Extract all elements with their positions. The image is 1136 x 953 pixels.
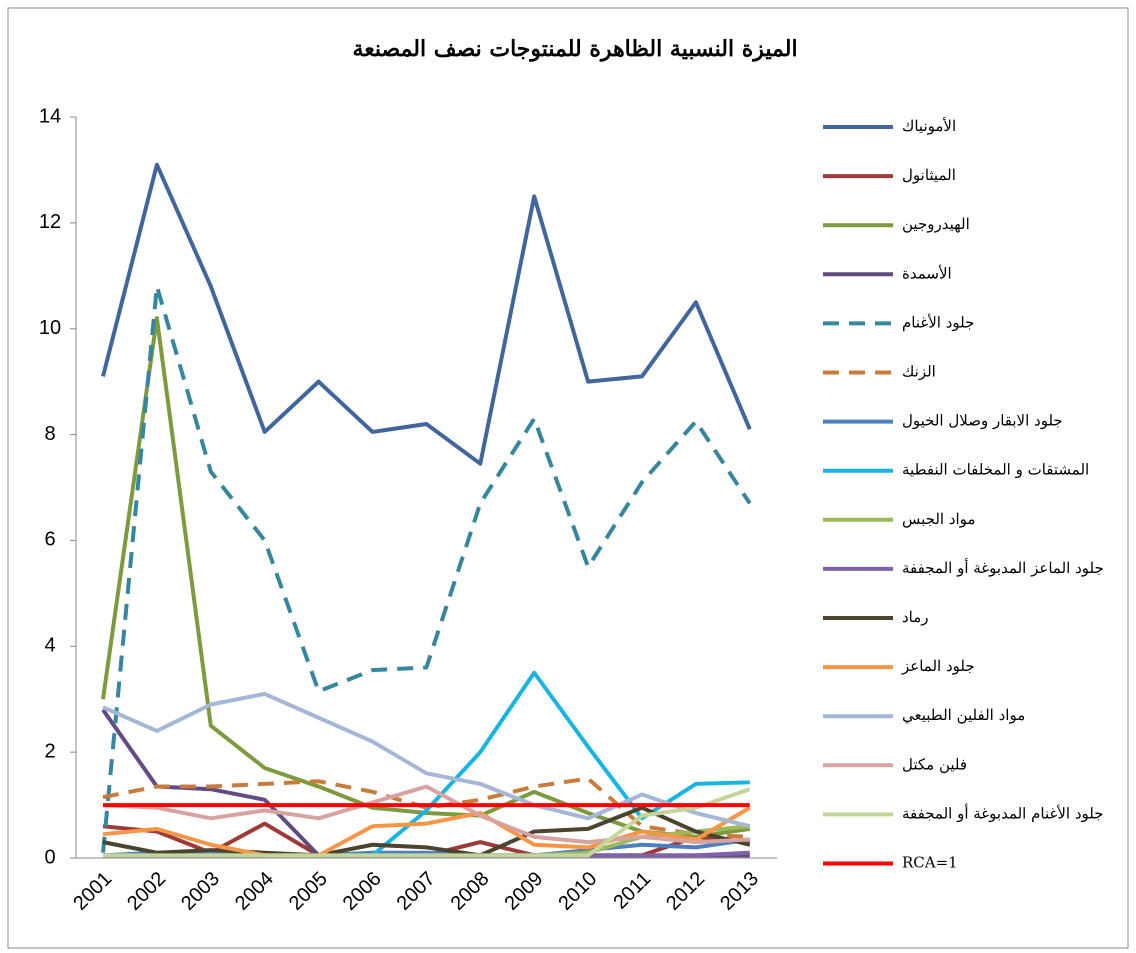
series-line	[103, 787, 751, 858]
series-line	[101, 162, 752, 466]
legend-label: رماد	[902, 608, 929, 626]
legend-label: فلين مكتل	[902, 755, 967, 773]
series-line	[102, 784, 750, 845]
legend-label: جلود الماعز	[901, 657, 975, 675]
legend-label: المشتقات و المخلفات النفطية	[902, 461, 1089, 479]
y-tick-label: 10	[39, 317, 61, 339]
y-tick-label: 12	[39, 211, 61, 233]
legend-label: RCA=1	[902, 854, 958, 872]
chart-frame	[7, 7, 1129, 949]
series-line	[101, 284, 752, 853]
legend-label: مواد الفلين الطبيعي	[902, 706, 1025, 724]
series-line	[102, 805, 751, 858]
y-tick-label: 0	[44, 846, 55, 868]
series-line	[102, 691, 751, 829]
legend-label: الزنك	[902, 363, 936, 381]
legend-label: جلود الأغنام	[902, 313, 974, 331]
series-line	[102, 837, 751, 858]
legend-label: الميثانول	[902, 166, 956, 184]
y-tick-label: 8	[44, 423, 55, 445]
legend-label: الهيدروجين	[902, 215, 970, 233]
y-tick-label: 2	[44, 740, 55, 762]
legend-label: جلود الأغنام المدبوغة أو المجففة	[902, 803, 1104, 822]
y-tick-label: 14	[39, 105, 61, 127]
legend-label: جلود الماعز المدبوغة أو المجففة	[902, 558, 1104, 577]
legend-label: مواد الجبس	[902, 510, 975, 528]
y-tick-label: 4	[44, 635, 55, 657]
legend-label: الأسمدة	[902, 264, 952, 282]
legend-label: الأمونياك	[902, 117, 956, 135]
chart-title: الميزة النسبية الظاهرة للمنتوجات نصف الم…	[352, 36, 797, 62]
series-line	[102, 805, 751, 858]
y-tick-label: 6	[44, 529, 55, 551]
legend-label: جلود الابقار وصلال الخيول	[902, 412, 1063, 430]
